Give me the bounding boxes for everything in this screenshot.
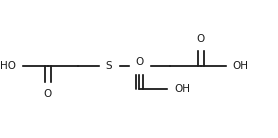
Text: O: O [43, 89, 52, 99]
Text: O: O [197, 34, 205, 44]
Text: O: O [135, 57, 144, 67]
Text: OH: OH [174, 84, 190, 95]
Text: HO: HO [0, 61, 16, 71]
Text: S: S [106, 61, 112, 71]
Text: OH: OH [233, 61, 249, 71]
